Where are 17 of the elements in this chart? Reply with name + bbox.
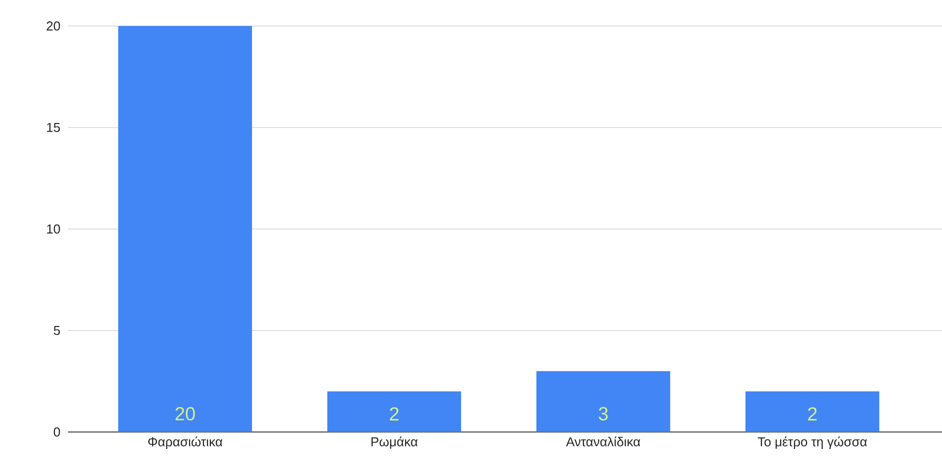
x-tick-label: Ρωμάκα xyxy=(372,436,418,449)
data-label: 3 xyxy=(598,407,608,420)
bar xyxy=(118,26,252,432)
x-tick-label: Ανταναλίδικα xyxy=(566,436,640,446)
y-tick-label: 0 xyxy=(54,427,60,437)
x-tick-label: Το μέτρο τη γώσσα xyxy=(758,436,867,449)
data-label: 20 xyxy=(176,407,195,420)
bar xyxy=(327,391,462,432)
y-tick-label: 5 xyxy=(54,326,60,335)
y-tick-label: 20 xyxy=(46,21,60,31)
bar xyxy=(745,391,880,432)
bar xyxy=(536,371,670,432)
y-tick-label: 15 xyxy=(47,122,60,132)
data-label: 2 xyxy=(390,407,399,420)
y-tick-label: 10 xyxy=(47,224,60,234)
data-label: 2 xyxy=(808,407,817,420)
x-tick-label: Φαρασιώτικα xyxy=(148,436,222,449)
